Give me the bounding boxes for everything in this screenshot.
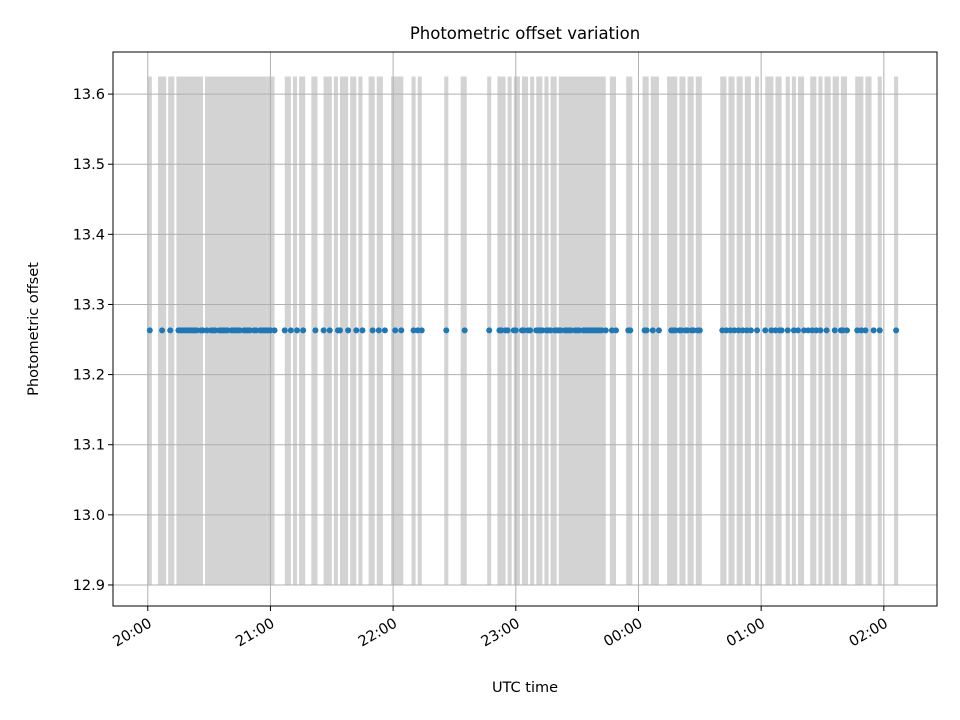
data-point (643, 327, 650, 334)
point-layer (146, 327, 900, 334)
x-tick-label: 22:00 (356, 616, 400, 651)
x-axis: 20:00 21:00 22:00 23:00 00:00 01:00 02:00 (111, 606, 891, 650)
data-point (443, 327, 450, 334)
data-point (353, 327, 360, 334)
y-tick-label: 13.3 (73, 297, 105, 313)
data-point (794, 327, 801, 334)
y-tick-label: 13.5 (73, 157, 105, 173)
data-point (893, 327, 900, 334)
x-tick-label: 23:00 (479, 616, 523, 651)
data-point (817, 327, 824, 334)
data-point (831, 327, 838, 334)
data-point (146, 327, 153, 334)
y-tick-label: 13.6 (73, 87, 105, 103)
data-point (754, 327, 761, 334)
x-tick-label: 01:00 (724, 616, 768, 651)
data-point (359, 327, 366, 334)
data-point (287, 327, 294, 334)
data-point (784, 327, 791, 334)
y-tick-label: 13.4 (73, 227, 105, 243)
data-point (862, 327, 869, 334)
data-point (281, 327, 288, 334)
x-tick-label: 00:00 (601, 616, 645, 651)
y-tick-label: 13.1 (73, 438, 105, 454)
x-tick-label: 21:00 (233, 616, 277, 651)
data-point (762, 327, 769, 334)
y-axis-label: Photometric offset (26, 262, 42, 396)
data-point (294, 327, 301, 334)
x-tick-label: 02:00 (847, 616, 891, 651)
data-point (271, 327, 278, 334)
data-point (512, 327, 519, 334)
data-point (167, 327, 174, 334)
data-point (486, 327, 493, 334)
data-point (418, 327, 425, 334)
data-point (461, 327, 468, 334)
y-tick-label: 12.9 (73, 578, 105, 594)
x-axis-label: UTC time (492, 680, 558, 696)
data-point (844, 327, 851, 334)
data-point (336, 327, 343, 334)
data-point (778, 327, 785, 334)
data-point (392, 327, 399, 334)
y-axis: 12.9 13.0 13.1 13.2 13.3 13.4 13.5 13.6 (73, 87, 113, 594)
data-point (747, 327, 754, 334)
data-point (320, 327, 327, 334)
chart-title: Photometric offset variation (410, 24, 640, 43)
data-point (870, 327, 877, 334)
data-point (312, 327, 319, 334)
observation-band (865, 76, 872, 585)
y-tick-label: 13.2 (73, 368, 105, 384)
data-point (649, 327, 656, 334)
data-point (627, 327, 634, 334)
x-tick-label: 20:00 (111, 616, 155, 651)
data-point (823, 327, 830, 334)
observation-band (797, 76, 805, 585)
data-point (527, 327, 534, 334)
data-point (398, 327, 405, 334)
observation-band (350, 76, 357, 585)
data-point (655, 327, 662, 334)
observation-band (339, 76, 349, 585)
y-tick-label: 13.0 (73, 508, 105, 524)
data-point (696, 327, 703, 334)
data-point (159, 327, 166, 334)
data-point (375, 327, 382, 334)
data-point (326, 327, 333, 334)
data-point (345, 327, 352, 334)
data-point (369, 327, 376, 334)
data-point (876, 327, 883, 334)
data-point (504, 327, 511, 334)
data-point (612, 327, 619, 334)
observation-band (284, 76, 291, 585)
plot-frame (112, 51, 938, 607)
data-point (602, 327, 609, 334)
data-point (300, 327, 307, 334)
data-point (381, 327, 388, 334)
